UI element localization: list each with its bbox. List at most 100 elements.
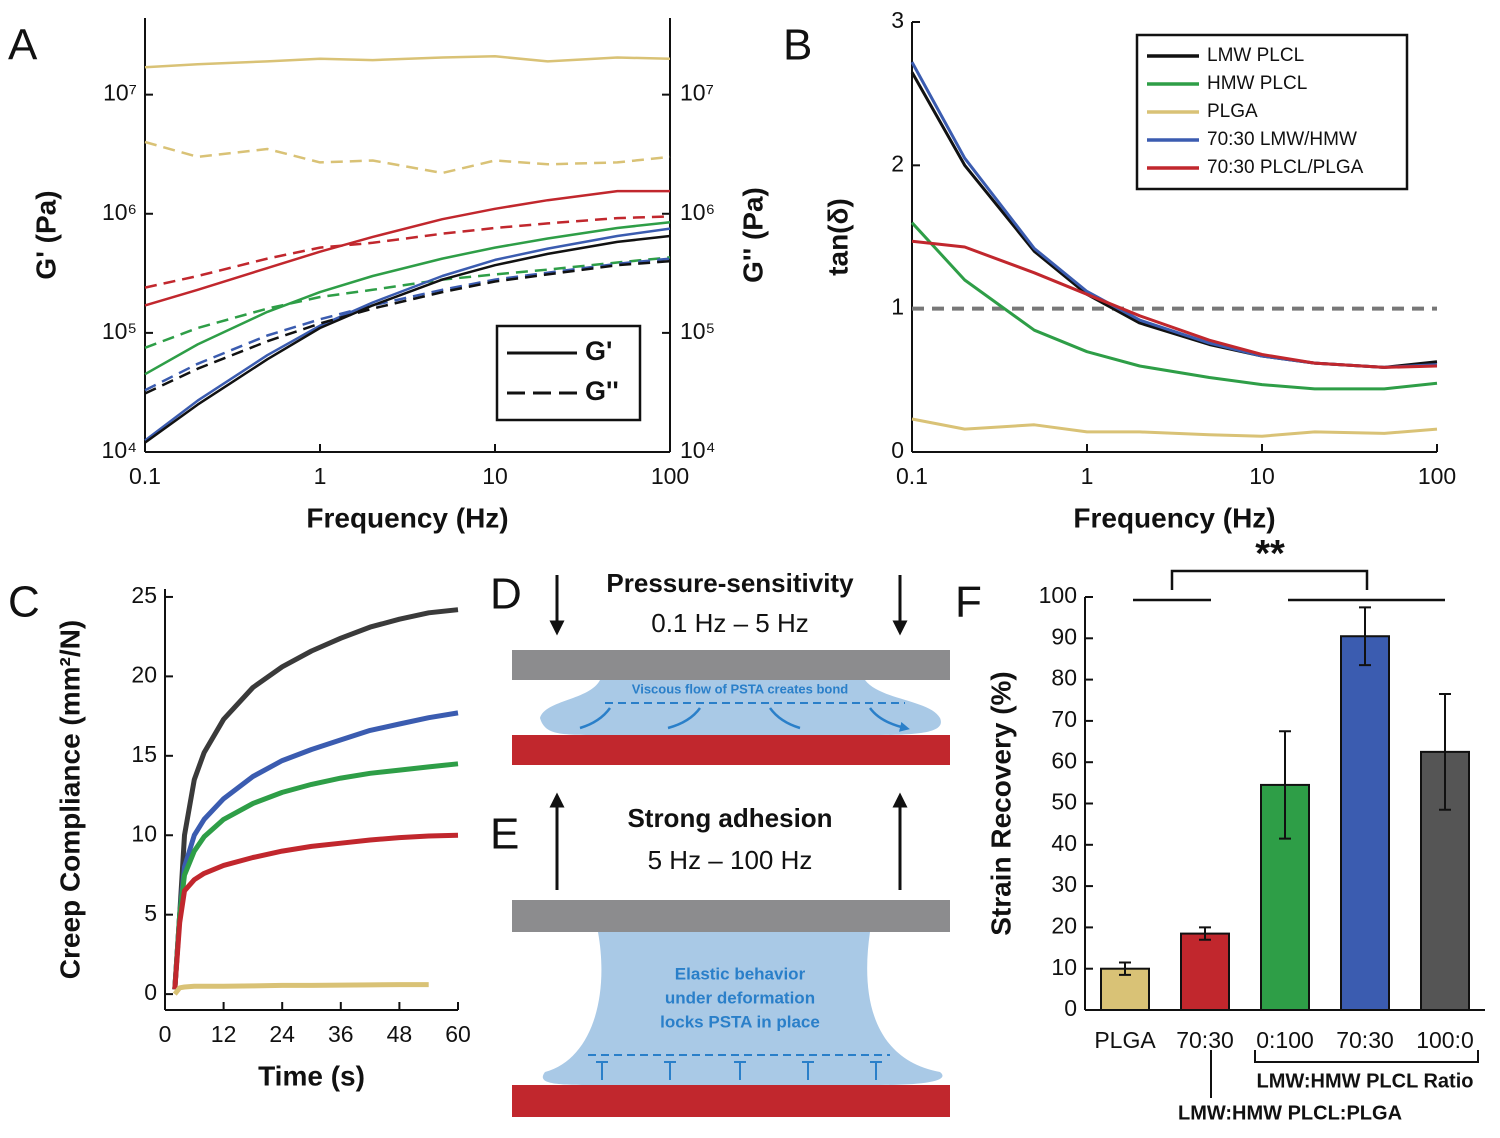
y-tick-label: 10 bbox=[1051, 954, 1077, 980]
plate bbox=[512, 650, 950, 680]
diagram-subtitle: 0.1 Hz – 5 Hz bbox=[651, 608, 809, 638]
series-line bbox=[144, 215, 671, 289]
y-axis-label: Creep Compliance (mm²/N) bbox=[54, 620, 85, 979]
plate bbox=[512, 900, 950, 932]
x-axis-label: Time (s) bbox=[258, 1060, 365, 1091]
x-tick-label: 1 bbox=[1081, 463, 1094, 489]
y-tick-label: 10⁴ bbox=[102, 437, 137, 463]
significance-bracket bbox=[1170, 569, 1369, 590]
x-tick-label: 60 bbox=[445, 1021, 471, 1047]
series-line bbox=[172, 832, 459, 990]
legend-label: HMW PLCL bbox=[1207, 73, 1307, 94]
diagram-note: Viscous flow of PSTA creates bond bbox=[632, 681, 849, 696]
significance: ** bbox=[1255, 533, 1285, 575]
x-tick-label: 10 bbox=[1249, 463, 1275, 489]
x-tick-label: 70:30 bbox=[1176, 1027, 1234, 1053]
series-line bbox=[172, 710, 459, 990]
x-tick-label: 10 bbox=[482, 463, 508, 489]
x-tick-label: 0.1 bbox=[129, 463, 161, 489]
x-tick-label: 100 bbox=[651, 463, 689, 489]
diagram-title: Strong adhesion bbox=[627, 803, 832, 833]
panel-letter: C bbox=[8, 578, 40, 627]
group-label: LMW:HMW PLCL Ratio bbox=[1256, 1070, 1473, 1092]
x-axis-label: Frequency (Hz) bbox=[306, 502, 508, 533]
legend-label: PLGA bbox=[1207, 101, 1258, 122]
y-tick-label: 10⁷ bbox=[103, 80, 137, 106]
diagram-note: locks PSTA in place bbox=[660, 1012, 820, 1031]
x-tick-label: 12 bbox=[211, 1021, 237, 1047]
plate bbox=[512, 735, 950, 765]
y-tick-label: 3 bbox=[891, 7, 904, 33]
error-bar bbox=[1119, 961, 1131, 976]
series-line bbox=[911, 417, 1438, 438]
series-line bbox=[144, 257, 671, 392]
y2-tick-label: 10⁴ bbox=[680, 437, 715, 463]
error-bar bbox=[1439, 693, 1451, 811]
y-tick-label: 70 bbox=[1051, 706, 1077, 732]
y-tick-label: 10 bbox=[131, 820, 157, 846]
y-tick-label: 20 bbox=[1051, 912, 1077, 938]
x-tick-label: 100:0 bbox=[1416, 1027, 1474, 1053]
y-tick-label: 0 bbox=[1064, 995, 1077, 1021]
y-tick-label: 50 bbox=[1051, 789, 1077, 815]
diagram-e: E Strong adhesion 5 Hz – 100 Hz Elastic … bbox=[490, 792, 950, 1117]
bar-extras: ** LMW:HMW PLCL Ratio LMW:HMW PLCL:PLGA bbox=[1133, 533, 1479, 1124]
series-line bbox=[172, 761, 459, 990]
x-tick-label: 48 bbox=[387, 1021, 413, 1047]
diagram-note: Elastic behavior bbox=[675, 964, 806, 983]
y2-tick-label: 10⁶ bbox=[680, 199, 715, 225]
series-line bbox=[910, 221, 1438, 391]
y-tick-label: 5 bbox=[144, 900, 157, 926]
error-bar bbox=[1279, 730, 1291, 840]
panel-letter: E bbox=[490, 810, 519, 859]
legend-label: 70:30 PLCL/PLGA bbox=[1207, 157, 1364, 178]
group-bracket bbox=[1254, 1050, 1479, 1063]
y-tick-label: 10⁵ bbox=[102, 318, 137, 344]
diagram-note: under deformation bbox=[665, 988, 815, 1007]
series-line bbox=[144, 140, 671, 175]
panel-letter: F bbox=[955, 578, 982, 627]
x-axis-label: Frequency (Hz) bbox=[1073, 502, 1275, 533]
y-tick-label: 10⁶ bbox=[102, 199, 137, 225]
legend-box bbox=[495, 324, 642, 422]
flow-arrow bbox=[579, 707, 905, 728]
panel-letter: B bbox=[783, 21, 812, 70]
y2-axis-label: G'' (Pa) bbox=[737, 187, 768, 283]
diagram-title: Pressure-sensitivity bbox=[606, 568, 854, 598]
y-axis-label: tan(δ) bbox=[822, 198, 853, 276]
legend-label: G' bbox=[585, 336, 612, 366]
diagram-d: D Pressure-sensitivity 0.1 Hz – 5 Hz Vis… bbox=[490, 568, 950, 765]
series-line bbox=[144, 189, 670, 307]
x-tick-label: PLGA bbox=[1094, 1027, 1156, 1053]
series-line bbox=[144, 259, 671, 395]
x-tick-label: 0.1 bbox=[896, 463, 928, 489]
y-tick-label: 25 bbox=[131, 582, 157, 608]
series-line bbox=[144, 256, 671, 349]
x-tick-label: 100 bbox=[1418, 463, 1456, 489]
diagram-subtitle: 5 Hz – 100 Hz bbox=[648, 845, 813, 875]
y2-tick-label: 10⁷ bbox=[680, 80, 714, 106]
anchor bbox=[596, 1061, 882, 1080]
x-tick-label: 24 bbox=[269, 1021, 295, 1047]
series-line bbox=[172, 607, 459, 990]
legend-label: G'' bbox=[585, 376, 619, 406]
y-tick-label: 0 bbox=[144, 979, 157, 1005]
y-tick-label: 40 bbox=[1051, 830, 1077, 856]
y-tick-label: 0 bbox=[891, 437, 904, 463]
group-label: LMW:HMW PLCL:PLGA bbox=[1178, 1102, 1402, 1124]
y-tick-label: 60 bbox=[1051, 747, 1077, 773]
error-bar bbox=[1359, 606, 1371, 667]
y-tick-label: 80 bbox=[1051, 665, 1077, 691]
series-line bbox=[144, 220, 671, 376]
series-line bbox=[144, 55, 671, 69]
series-line bbox=[911, 239, 1438, 369]
panel-letter: D bbox=[490, 570, 522, 619]
bar bbox=[1180, 932, 1230, 1011]
error-bar bbox=[1199, 926, 1211, 941]
plate bbox=[512, 1085, 950, 1117]
y-tick-label: 1 bbox=[891, 294, 904, 320]
bar bbox=[1340, 635, 1390, 1011]
y-axis-label: G' (Pa) bbox=[30, 190, 61, 279]
x-tick-label: 70:30 bbox=[1336, 1027, 1394, 1053]
